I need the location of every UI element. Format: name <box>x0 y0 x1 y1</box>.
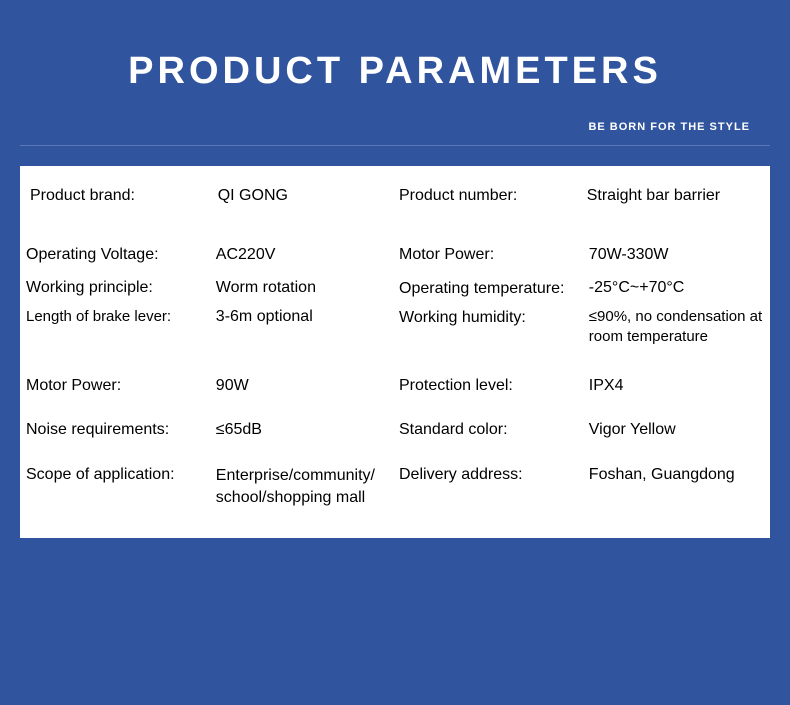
param-cell-right: Standard color: Vigor Yellow <box>395 420 768 441</box>
param-label-motor-power-right: Motor Power: <box>399 245 589 266</box>
param-label-standard-color: Standard color: <box>399 420 589 441</box>
param-cell-left: Operating Voltage: AC220V <box>22 245 395 266</box>
param-label-motor-power-left: Motor Power: <box>26 376 216 397</box>
param-row: Operating Voltage: AC220V Motor Power: 7… <box>20 245 770 266</box>
param-cell-left: Motor Power: 90W <box>22 376 395 397</box>
param-value-product-brand: QI GONG <box>218 186 391 207</box>
page-container: PRODUCT PARAMETERS BE BORN FOR THE STYLE… <box>0 0 790 705</box>
param-value-scope-of-application: Enterprise/community/ school/shopping ma… <box>216 465 391 508</box>
header-section: PRODUCT PARAMETERS BE BORN FOR THE STYLE <box>0 0 790 133</box>
param-value-motor-power-right: 70W-330W <box>589 245 764 266</box>
param-cell-right: Working humidity: ≤90%, no condensation … <box>395 307 768 348</box>
param-value-noise-requirements: ≤65dB <box>216 420 391 441</box>
param-label-product-number: Product number: <box>399 186 587 207</box>
param-row: Motor Power: 90W Protection level: IPX4 <box>20 376 770 397</box>
param-cell-right: Delivery address: Foshan, Guangdong <box>395 465 768 508</box>
param-label-operating-voltage: Operating Voltage: <box>26 245 216 266</box>
param-label-noise-requirements: Noise requirements: <box>26 420 216 441</box>
param-value-protection-level: IPX4 <box>589 376 764 397</box>
param-cell-right: Protection level: IPX4 <box>395 376 768 397</box>
param-cell-left: Working principle: Worm rotation <box>22 278 395 300</box>
parameters-grid: Product brand: QI GONG Product number: S… <box>20 186 770 508</box>
param-row: Scope of application: Enterprise/communi… <box>20 465 770 508</box>
param-label-working-principle: Working principle: <box>26 278 216 299</box>
param-value-working-principle: Worm rotation <box>216 278 391 299</box>
parameters-panel: Product brand: QI GONG Product number: S… <box>20 166 770 538</box>
page-title: PRODUCT PARAMETERS <box>20 50 770 93</box>
param-value-operating-voltage: AC220V <box>216 245 391 266</box>
param-value-standard-color: Vigor Yellow <box>589 420 764 441</box>
param-row: Length of brake lever: 3-6m optional Wor… <box>20 307 770 348</box>
param-value-delivery-address: Foshan, Guangdong <box>589 465 764 486</box>
param-label-brake-lever-length: Length of brake lever: <box>26 307 216 327</box>
param-value-product-number: Straight bar barrier <box>587 186 760 207</box>
param-value-working-humidity: ≤90%, no condensation at room temperatur… <box>589 307 764 348</box>
header-divider <box>20 145 770 146</box>
param-value-motor-power-left: 90W <box>216 376 391 397</box>
param-row: Noise requirements: ≤65dB Standard color… <box>20 420 770 441</box>
param-value-brake-lever-length: 3-6m optional <box>216 307 391 328</box>
param-cell-right: Operating temperature: -25°C~+70°C <box>395 278 768 300</box>
param-value-operating-temperature: -25°C~+70°C <box>589 278 764 299</box>
param-label-delivery-address: Delivery address: <box>399 465 589 486</box>
param-cell-right: Product number: Straight bar barrier <box>395 186 764 207</box>
param-label-operating-temperature: Operating temperature: <box>399 278 589 300</box>
page-subtitle: BE BORN FOR THE STYLE <box>20 121 770 133</box>
param-cell-left: Length of brake lever: 3-6m optional <box>22 307 395 348</box>
param-cell-left: Product brand: QI GONG <box>26 186 395 207</box>
param-cell-left: Noise requirements: ≤65dB <box>22 420 395 441</box>
param-label-scope-of-application: Scope of application: <box>26 465 216 486</box>
param-label-protection-level: Protection level: <box>399 376 589 397</box>
param-cell-left: Scope of application: Enterprise/communi… <box>22 465 395 508</box>
param-row: Product brand: QI GONG Product number: S… <box>20 186 770 207</box>
param-label-working-humidity: Working humidity: <box>399 307 589 329</box>
param-cell-right: Motor Power: 70W-330W <box>395 245 768 266</box>
param-label-product-brand: Product brand: <box>30 186 218 207</box>
param-row: Working principle: Worm rotation Operati… <box>20 278 770 300</box>
